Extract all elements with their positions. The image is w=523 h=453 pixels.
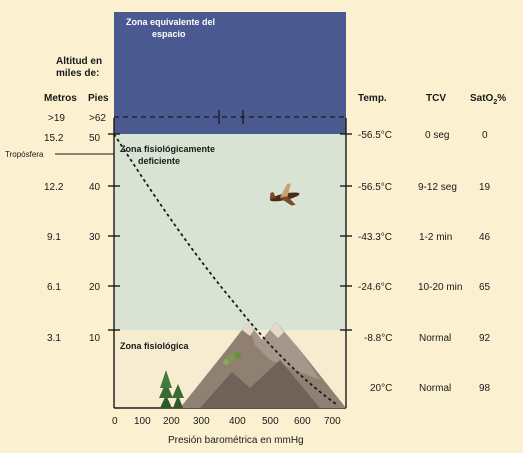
deficient-zone-label: Zona fisiológicamente deficiente xyxy=(120,144,218,166)
row-tcv: Normal xyxy=(419,383,451,394)
x-tick-label: 200 xyxy=(163,416,180,427)
tcv-header: TCV xyxy=(426,93,446,104)
pressure-curve xyxy=(113,133,337,405)
row-sat: 46 xyxy=(479,232,491,243)
space-zone-label: Zona equivalente del espacio xyxy=(126,17,218,39)
sat-header: SatO2% xyxy=(470,93,506,106)
space-zone xyxy=(114,12,346,134)
row-meters: 3.1 xyxy=(47,333,61,344)
physiologic-zone-label: Zona fisiológica xyxy=(120,341,190,351)
row-feet: 30 xyxy=(89,232,101,243)
row-meters: >19 xyxy=(48,113,65,124)
mountain-icon xyxy=(180,322,346,408)
x-tick-label: 500 xyxy=(262,416,279,427)
row-feet: 20 xyxy=(89,282,101,293)
x-axis-label: Presión barométrica en mmHg xyxy=(168,435,304,446)
row-temp: -56.5°C xyxy=(358,130,392,141)
row-sat: 0 xyxy=(482,130,488,141)
row-tcv: 1-2 min xyxy=(419,232,452,243)
row-temp: -43.3°C xyxy=(358,232,392,243)
row-temp: -24.6°C xyxy=(358,282,392,293)
row-tcv: 9-12 seg xyxy=(418,182,457,193)
row-temp: 20°C xyxy=(370,383,392,394)
right-ticks xyxy=(340,133,352,331)
row-feet: 40 xyxy=(89,182,101,193)
x-axis-ticks: 0 100 200 300 400 500 600 700 xyxy=(112,416,341,427)
pine-tree-icon xyxy=(159,370,184,408)
feet-header: Pies xyxy=(88,93,109,104)
altitude-header: Altitud en miles de: xyxy=(56,56,105,79)
row-meters: 9.1 xyxy=(47,232,61,243)
row-meters: 6.1 xyxy=(47,282,61,293)
row-tcv: 0 seg xyxy=(425,130,449,141)
row-sat: 65 xyxy=(479,282,491,293)
x-tick-label: 0 xyxy=(112,416,118,427)
row-sat: 98 xyxy=(479,383,491,394)
x-tick-label: 300 xyxy=(193,416,210,427)
x-tick-label: 400 xyxy=(229,416,246,427)
temp-header: Temp. xyxy=(358,93,387,104)
airplane-icon xyxy=(269,183,300,206)
row-values: >19 >62 15.2 50 -56.5°C 0 seg 0 12.2 40 … xyxy=(44,113,491,394)
row-temp: -56.5°C xyxy=(358,182,392,193)
row-meters: 12.2 xyxy=(44,182,64,193)
row-tcv: 10-20 min xyxy=(418,282,462,293)
row-sat: 19 xyxy=(479,182,491,193)
row-sat: 92 xyxy=(479,333,491,344)
row-tcv: Normal xyxy=(419,333,451,344)
x-tick-label: 600 xyxy=(294,416,311,427)
row-feet: 50 xyxy=(89,133,101,144)
row-temp: -8.8°C xyxy=(364,333,392,344)
meters-header: Metros xyxy=(44,93,77,104)
row-feet: 10 xyxy=(89,333,101,344)
x-tick-label: 700 xyxy=(324,416,341,427)
row-feet: >62 xyxy=(89,113,106,124)
troposphere-label: Tropósfera xyxy=(5,150,44,159)
row-meters: 15.2 xyxy=(44,133,64,144)
x-tick-label: 100 xyxy=(134,416,151,427)
